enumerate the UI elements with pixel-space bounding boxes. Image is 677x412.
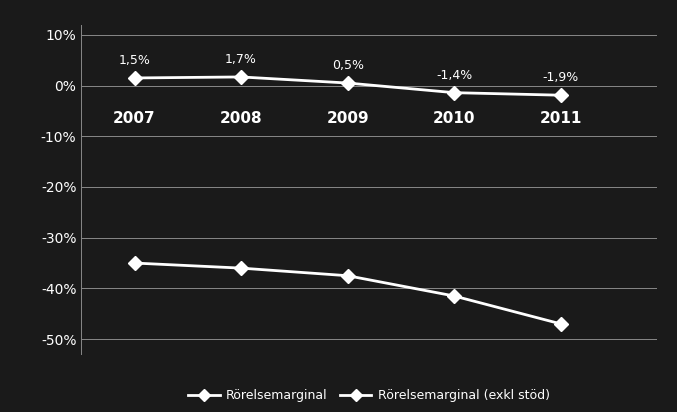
Text: -1,4%: -1,4% [436,68,473,82]
Text: 1,5%: 1,5% [118,54,150,67]
Text: 2011: 2011 [540,111,582,126]
Text: 2010: 2010 [433,111,475,126]
Text: 1,7%: 1,7% [225,53,257,66]
Text: 0,5%: 0,5% [332,59,364,72]
Text: 2007: 2007 [113,111,156,126]
Text: -1,9%: -1,9% [543,71,579,84]
Text: 2009: 2009 [326,111,369,126]
Text: 2008: 2008 [220,111,263,126]
Legend: Rörelsemarginal, Rörelsemarginal (exkl stöd): Rörelsemarginal, Rörelsemarginal (exkl s… [183,384,554,407]
